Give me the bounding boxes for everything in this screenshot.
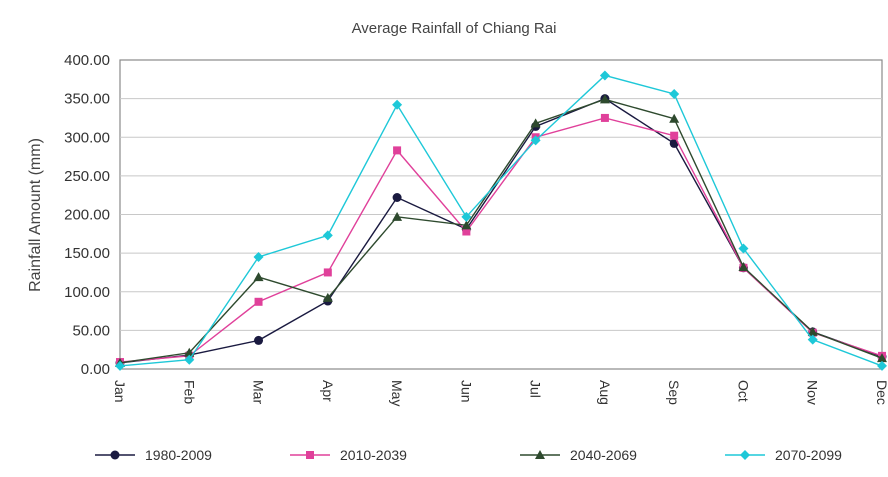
- data-point: [530, 135, 541, 146]
- series-line: [119, 98, 883, 364]
- data-point: [184, 347, 195, 357]
- data-point: [669, 113, 680, 123]
- data-point: [530, 118, 541, 128]
- y-tick-label: 0.00: [81, 361, 110, 378]
- x-tick-label: Aug: [597, 380, 613, 405]
- x-tick-label: Oct: [735, 380, 751, 402]
- data-point: [807, 334, 818, 345]
- legend-marker: [740, 450, 750, 460]
- x-tick-label: Dec: [874, 380, 888, 405]
- data-point: [392, 211, 403, 221]
- data-point: [599, 94, 610, 104]
- gridlines: [120, 98, 882, 331]
- x-tick-label: Apr: [320, 380, 336, 402]
- data-point: [670, 131, 679, 140]
- data-point: [462, 227, 471, 236]
- y-tick-label: 300.00: [64, 129, 110, 146]
- data-point: [392, 99, 403, 110]
- data-point: [322, 230, 333, 241]
- data-point: [393, 146, 402, 155]
- legend-label: 2010-2039: [340, 447, 407, 463]
- data-point: [600, 113, 609, 122]
- y-tick-label: 250.00: [64, 168, 110, 185]
- legend-marker: [110, 450, 120, 460]
- data-point: [807, 326, 818, 336]
- legend-item: 1980-2009: [95, 447, 212, 463]
- legend: 1980-2009 2010-2039 2040-2069 2070-2099: [95, 447, 842, 463]
- x-tick-label: Jan: [112, 380, 128, 403]
- data-point: [392, 193, 402, 203]
- data-point: [253, 251, 264, 262]
- x-tick-label: May: [389, 380, 405, 406]
- x-tick-label: Jun: [458, 380, 474, 403]
- data-point: [738, 262, 749, 272]
- series-lines: [115, 70, 887, 371]
- legend-label: 2040-2069: [570, 447, 637, 463]
- data-point: [323, 268, 332, 277]
- data-point: [877, 353, 887, 363]
- y-tick-label: 350.00: [64, 91, 110, 108]
- legend-marker: [535, 450, 545, 459]
- data-point: [669, 88, 680, 99]
- data-point: [254, 297, 263, 306]
- data-point: [738, 243, 749, 254]
- x-tick-label: Sep: [666, 380, 682, 405]
- y-axis-ticks: 0.00 50.00 100.00 150.00 200.00 250.00 300.00 3…: [64, 52, 110, 378]
- chart-title: Average Rainfall of Chiang Rai: [352, 20, 557, 37]
- legend-item: 2010-2039: [290, 447, 407, 463]
- y-tick-label: 200.00: [64, 207, 110, 224]
- series-line: [119, 74, 883, 367]
- data-point: [461, 220, 472, 230]
- data-point: [461, 211, 472, 222]
- legend-label: 1980-2009: [145, 447, 212, 463]
- y-axis-label: Rainfall Amount (mm): [27, 138, 44, 292]
- y-tick-label: 150.00: [64, 245, 110, 262]
- legend-label: 2070-2099: [775, 447, 842, 463]
- legend-item: 2040-2069: [520, 447, 637, 463]
- y-tick-label: 400.00: [64, 52, 110, 69]
- data-point: [599, 70, 610, 81]
- x-tick-label: Jul: [528, 380, 544, 398]
- x-tick-label: Mar: [251, 380, 267, 404]
- legend-item: 2070-2099: [725, 447, 842, 463]
- x-tick-label: Feb: [181, 380, 197, 404]
- data-point: [115, 360, 125, 371]
- y-tick-label: 50.00: [72, 322, 110, 339]
- data-point: [254, 335, 264, 345]
- x-axis-ticks: Jan Feb Mar Apr May Jun Jul Aug Sep Oct Nov Dec: [112, 380, 888, 406]
- data-point: [322, 292, 333, 302]
- data-point: [877, 360, 887, 371]
- series-3: [115, 70, 887, 371]
- data-point: [253, 272, 264, 282]
- x-tick-label: Nov: [805, 380, 821, 405]
- y-tick-label: 100.00: [64, 284, 110, 301]
- legend-marker: [306, 451, 314, 459]
- data-point: [184, 354, 195, 365]
